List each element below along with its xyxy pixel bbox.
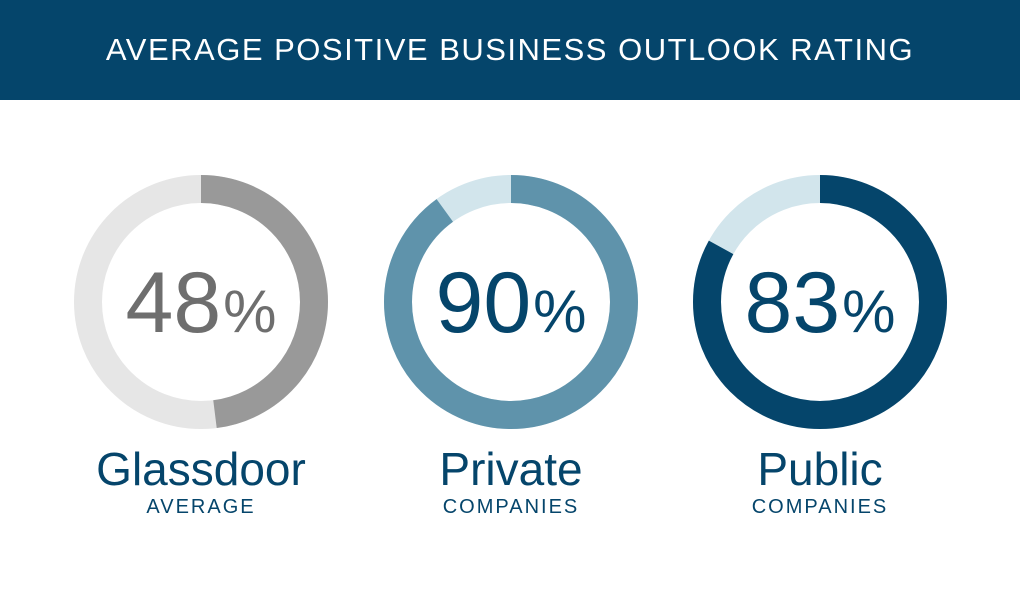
percentage-unit: % [223,278,276,345]
category-label: Glassdoor [96,443,306,495]
category-sublabel: AVERAGE [146,496,255,518]
percentage-value: 90 [435,255,531,351]
percentage-unit: % [842,278,895,345]
donut-value-arc [384,175,638,429]
donut-value-arc [74,175,328,429]
category-sublabel: COMPANIES [752,496,889,518]
percentage-label: 90% [435,255,586,351]
page-title: AVERAGE POSITIVE BUSINESS OUTLOOK RATING [105,32,915,67]
percentage-label: 48% [125,255,276,351]
percentage-label: 83% [744,255,895,351]
donut-chart-group: 48%GlassdoorAVERAGE90%PrivateCOMPANIES83… [74,175,947,518]
donut-value-arc [693,175,947,429]
header-banner: AVERAGE POSITIVE BUSINESS OUTLOOK RATING [0,0,1020,100]
percentage-unit: % [533,278,586,345]
percentage-value: 48 [125,255,221,351]
category-label: Private [439,443,582,495]
category-label: Public [757,443,882,495]
category-sublabel: COMPANIES [443,496,580,518]
percentage-value: 83 [744,255,840,351]
